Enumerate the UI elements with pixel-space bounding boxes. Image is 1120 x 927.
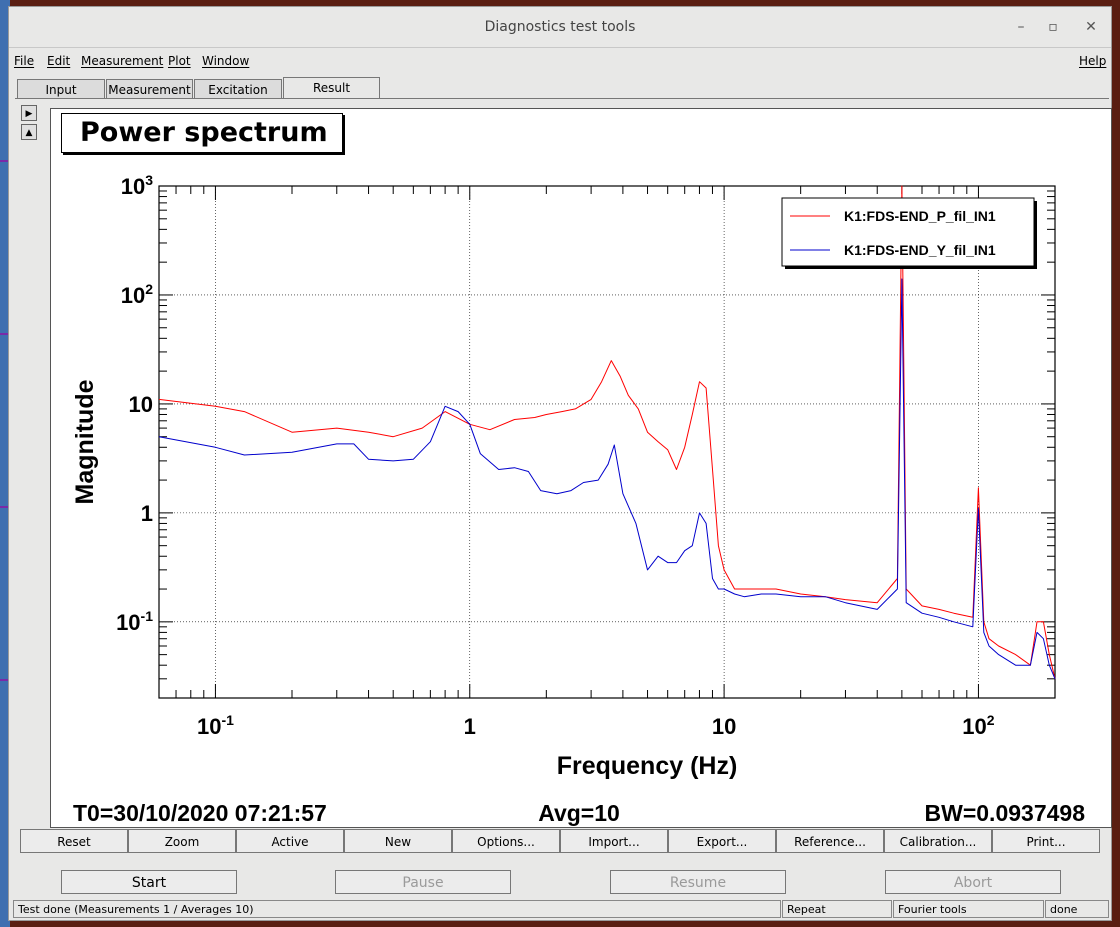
minimize-icon[interactable]: – <box>1017 19 1025 35</box>
x-axis-label: Frequency (Hz) <box>557 752 738 780</box>
start-button[interactable]: Start <box>61 870 237 894</box>
status-bar: Test done (Measurements 1 / Averages 10)… <box>13 900 1109 918</box>
menu-window[interactable]: Window <box>202 54 250 68</box>
info-avg: Avg=10 <box>538 800 620 826</box>
tab-excitation[interactable]: Excitation <box>194 79 282 99</box>
menu-plot[interactable]: Plot <box>168 54 191 68</box>
x-tick-label: 102 <box>962 712 994 739</box>
app-window: Diagnostics test tools – ▫ ✕ File Edit M… <box>8 6 1112 921</box>
maximize-icon[interactable]: ▫ <box>1048 19 1058 35</box>
tab-result[interactable]: Result <box>283 77 380 99</box>
menu-measurement[interactable]: Measurement <box>81 54 164 68</box>
tab-input[interactable]: Input <box>17 79 105 99</box>
resume-button[interactable]: Resume <box>610 870 786 894</box>
title-bar[interactable]: Diagnostics test tools – ▫ ✕ <box>9 7 1111 48</box>
plot-frame <box>158 185 1056 699</box>
background-mark <box>0 160 10 162</box>
y-tick-label: 102 <box>121 281 153 308</box>
legend-label: K1:FDS-END_P_fil_IN1 <box>844 208 996 224</box>
calibration-button[interactable]: Calibration... <box>884 829 992 853</box>
background-mark <box>0 679 10 681</box>
reference-button[interactable]: Reference... <box>776 829 884 853</box>
zoom-button[interactable]: Zoom <box>128 829 236 853</box>
export-button[interactable]: Export... <box>668 829 776 853</box>
options-button[interactable]: Options... <box>452 829 560 853</box>
plot-pad[interactable]: Power spectrum 10-1 1 10 102 103 102 10 1 10-1 Fr… <box>50 108 1112 828</box>
reset-button[interactable]: Reset <box>20 829 128 853</box>
menu-edit[interactable]: Edit <box>47 54 71 68</box>
x-tick-label: 10 <box>712 714 736 739</box>
series-line-p <box>158 185 1056 679</box>
arrow-up-icon[interactable]: ▲ <box>21 124 37 140</box>
arrow-right-icon[interactable]: ▶ <box>21 105 37 121</box>
tab-measurement[interactable]: Measurement <box>106 79 193 99</box>
background-mark <box>0 333 10 335</box>
active-button[interactable]: Active <box>236 829 344 853</box>
menu-file[interactable]: File <box>14 54 35 68</box>
y-tick-label: 10 <box>129 392 153 417</box>
y-tick-label: 10-1 <box>116 608 153 635</box>
legend <box>781 197 1035 267</box>
legend-label: K1:FDS-END_Y_fil_IN1 <box>844 242 996 258</box>
background-mark <box>0 506 10 508</box>
import-button[interactable]: Import... <box>560 829 668 853</box>
menu-help[interactable]: Help <box>1079 54 1107 68</box>
status-state: done <box>1045 900 1109 918</box>
abort-button[interactable]: Abort <box>885 870 1061 894</box>
close-icon[interactable]: ✕ <box>1085 19 1097 35</box>
new-button[interactable]: New <box>344 829 452 853</box>
tab-divider <box>15 98 1109 99</box>
status-tool: Fourier tools <box>893 900 1044 918</box>
y-axis-label: Magnitude <box>71 379 99 504</box>
status-message: Test done (Measurements 1 / Averages 10) <box>13 900 781 918</box>
y-tick-label: 103 <box>121 172 153 199</box>
window-title: Diagnostics test tools <box>484 19 636 35</box>
info-t0: T0=30/10/2020 07:21:57 <box>73 800 327 826</box>
print-button[interactable]: Print... <box>992 829 1100 853</box>
status-mode: Repeat <box>782 900 892 918</box>
x-tick-label: 1 <box>464 714 476 739</box>
pause-button[interactable]: Pause <box>335 870 511 894</box>
y-tick-label: 1 <box>141 501 153 526</box>
menu-bar: File Edit Measurement Plot Window Help <box>9 51 1111 73</box>
x-tick-label: 10-1 <box>197 712 234 739</box>
info-bw: BW=0.0937498 <box>925 800 1086 826</box>
plot-title: Power spectrum <box>61 113 343 153</box>
series-line-y <box>158 278 1056 679</box>
background-left-strip <box>0 0 10 927</box>
